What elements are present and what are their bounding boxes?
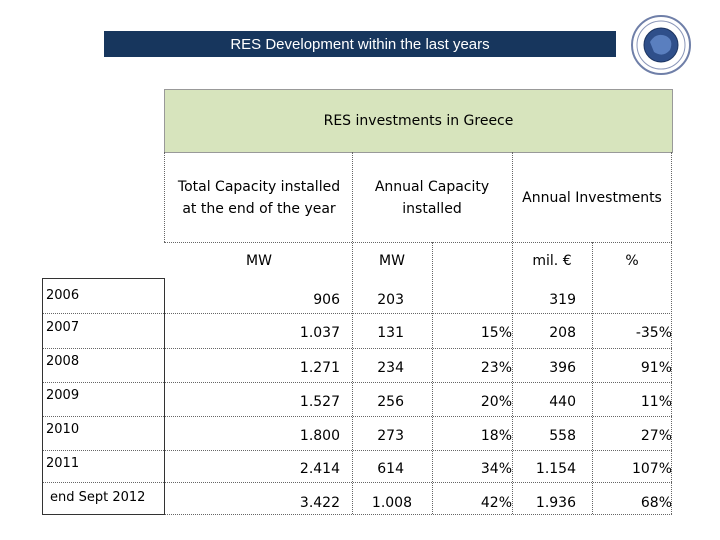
cell-annual-pct: 15% <box>480 325 512 341</box>
grid-line <box>42 313 672 314</box>
table-border <box>42 514 165 515</box>
grid-line <box>352 152 353 514</box>
cell-total: 2.414 <box>299 461 340 477</box>
cell-invest-pct: 11% <box>640 394 672 410</box>
cell-invest: 319 <box>549 292 576 308</box>
emblem-logo <box>631 15 691 75</box>
cell-invest-pct: 27% <box>640 428 672 444</box>
cell-invest: 1.936 <box>535 495 576 511</box>
grid-line <box>432 242 433 514</box>
row-year: 2010 <box>46 422 80 437</box>
cell-annual-pct: 34% <box>480 461 512 477</box>
grid-line <box>164 152 165 242</box>
unit-investment: mil. € <box>532 253 572 269</box>
grid-line <box>671 152 672 514</box>
table-border <box>164 278 165 514</box>
cell-annual: 273 <box>377 428 404 444</box>
cell-annual-pct: 20% <box>480 394 512 410</box>
cell-annual: 131 <box>377 325 404 341</box>
row-year: 2011 <box>46 456 80 471</box>
cell-invest-pct: 91% <box>640 360 672 376</box>
header-annual-capacity-line1: Annual Capacity <box>374 179 490 195</box>
cell-invest: 1.154 <box>535 461 576 477</box>
grid-line <box>42 416 672 417</box>
grid-line <box>42 382 672 383</box>
header-total-capacity-line2: at the end of the year <box>182 201 336 217</box>
row-year: 2007 <box>46 320 80 335</box>
grid-line <box>42 348 672 349</box>
slide-title: RES Development within the last years <box>104 31 616 57</box>
grid-line <box>42 482 672 483</box>
cell-annual: 234 <box>377 360 404 376</box>
cell-total: 1.271 <box>299 360 340 376</box>
cell-annual: 203 <box>377 292 404 308</box>
cell-invest: 558 <box>549 428 576 444</box>
header-annual-capacity-line2: installed <box>402 201 462 217</box>
grid-line <box>592 242 593 514</box>
cell-annual-pct: 18% <box>480 428 512 444</box>
row-year: end Sept 2012 <box>50 490 146 505</box>
cell-annual: 1.008 <box>371 495 412 511</box>
cell-total: 3.422 <box>299 495 340 511</box>
unit-investment-pct: % <box>625 253 639 269</box>
cell-invest-pct: 68% <box>640 495 672 511</box>
cell-invest: 396 <box>549 360 576 376</box>
cell-invest-pct: 107% <box>631 461 672 477</box>
cell-total: 1.800 <box>299 428 340 444</box>
cell-total: 906 <box>313 292 340 308</box>
grid-line <box>42 514 672 515</box>
header-annual-capacity: Annual Capacity installed <box>352 176 512 220</box>
cell-annual-pct: 23% <box>480 360 512 376</box>
table-caption: RES investments in Greece <box>164 89 673 153</box>
cell-annual-pct: 42% <box>480 495 512 511</box>
row-year: 2008 <box>46 354 80 369</box>
cell-total: 1.037 <box>299 325 340 341</box>
cell-invest-pct: -35% <box>635 325 672 341</box>
cell-invest: 440 <box>549 394 576 410</box>
cell-total: 1.527 <box>299 394 340 410</box>
grid-line <box>512 152 513 514</box>
row-year: 2006 <box>46 288 80 303</box>
table-border <box>42 278 165 279</box>
row-year: 2009 <box>46 388 80 403</box>
cell-annual: 614 <box>377 461 404 477</box>
header-annual-investments: Annual Investments <box>522 190 662 206</box>
grid-line <box>42 450 672 451</box>
grid-line <box>164 242 672 243</box>
unit-annual-mw: MW <box>379 253 405 269</box>
cell-invest: 208 <box>549 325 576 341</box>
header-total-capacity-line1: Total Capacity installed <box>177 179 341 195</box>
unit-total-mw: MW <box>246 253 272 269</box>
header-total-capacity: Total Capacity installed at the end of t… <box>166 176 352 220</box>
table-border <box>42 278 43 514</box>
cell-annual: 256 <box>377 394 404 410</box>
